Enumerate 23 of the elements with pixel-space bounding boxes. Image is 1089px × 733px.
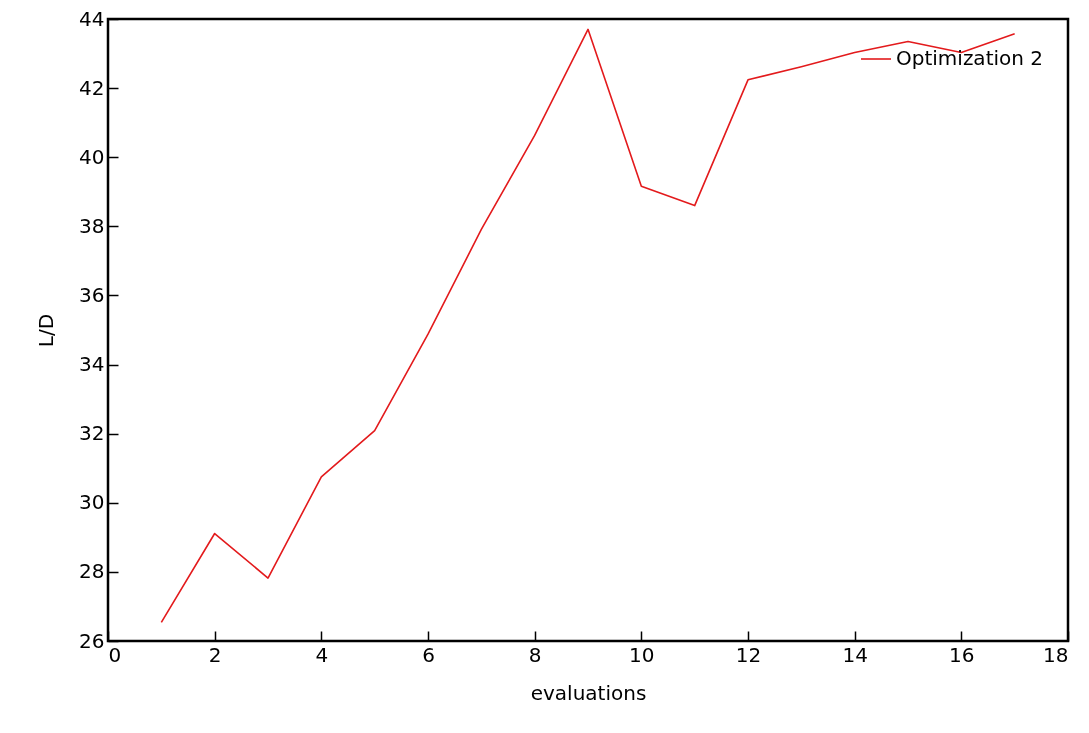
x-tick-label: 2 bbox=[208, 642, 222, 667]
x-tick-label: 8 bbox=[528, 642, 542, 667]
x-tick-label: 14 bbox=[842, 642, 868, 667]
y-tick-label: 40 bbox=[79, 144, 105, 169]
y-tick-label: 32 bbox=[79, 421, 105, 446]
y-tick-label: 44 bbox=[79, 6, 105, 31]
x-axis-title: evaluations bbox=[530, 680, 647, 705]
y-axis-title: L/D bbox=[34, 313, 59, 348]
y-tick-label: 30 bbox=[79, 490, 105, 515]
y-tick-label: 36 bbox=[79, 282, 105, 307]
x-tick-label: 4 bbox=[315, 642, 329, 667]
x-tick-label: 18 bbox=[1043, 642, 1069, 667]
x-tick-label: 10 bbox=[629, 642, 655, 667]
x-tick-label: 12 bbox=[735, 642, 762, 667]
x-tick-label: 16 bbox=[949, 642, 975, 667]
x-tick-label: 0 bbox=[108, 642, 122, 667]
y-tick-label: 42 bbox=[79, 75, 105, 100]
y-tick-label: 26 bbox=[79, 628, 105, 653]
y-tick-label: 38 bbox=[79, 213, 105, 238]
legend-label: Optimization 2 bbox=[896, 46, 1044, 70]
y-tick-label: 34 bbox=[79, 352, 105, 377]
x-tick-label: 6 bbox=[422, 642, 435, 667]
y-tick-label: 28 bbox=[79, 559, 105, 584]
